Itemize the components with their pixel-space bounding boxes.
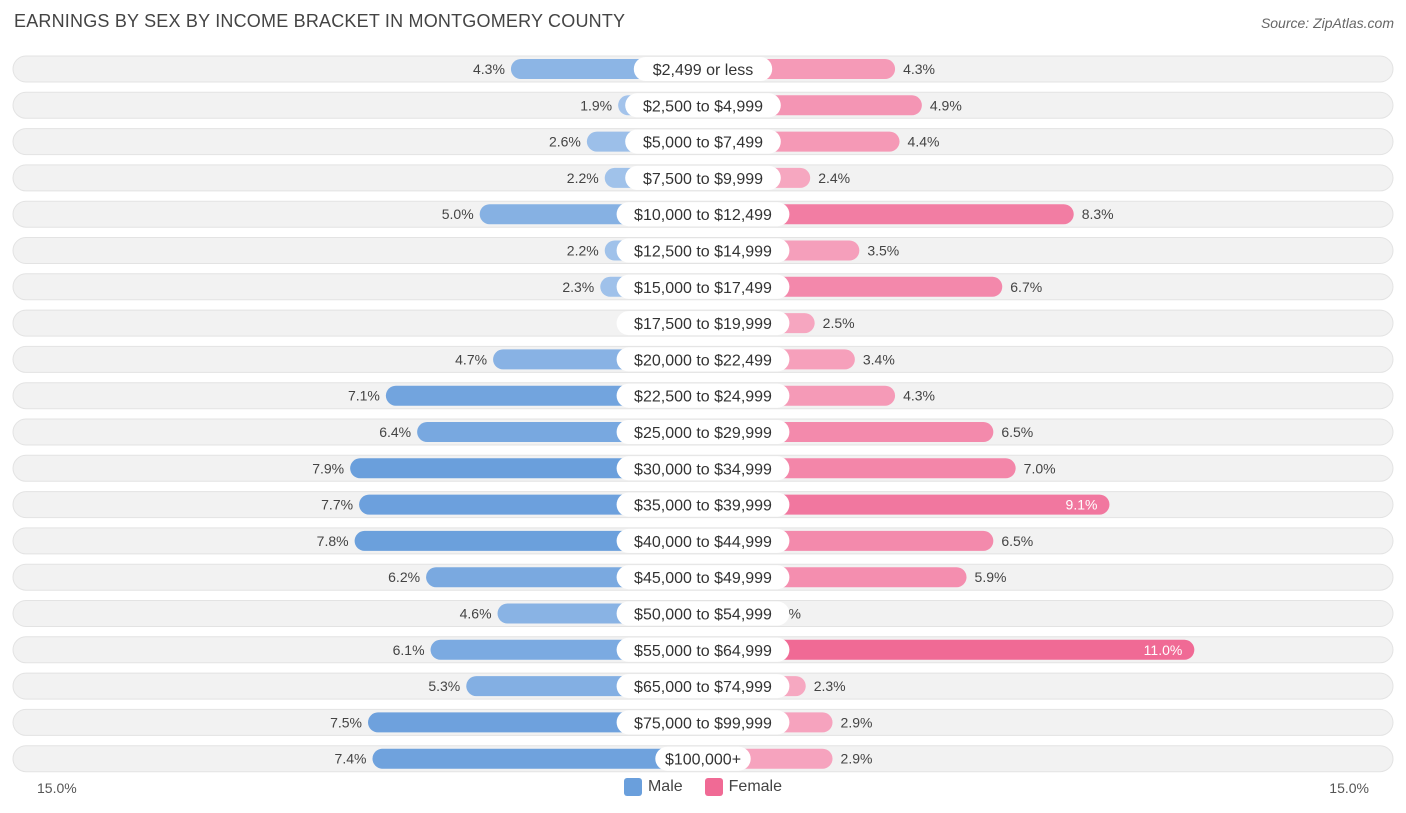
category-label-box xyxy=(633,57,773,81)
female-bar xyxy=(703,494,1110,515)
source-credit: Source: ZipAtlas.com xyxy=(1261,15,1394,31)
female-value-label: 5.9% xyxy=(975,569,1007,585)
male-bar xyxy=(350,458,703,479)
category-label-box xyxy=(616,238,790,263)
male-bar xyxy=(372,748,703,769)
female-value-label: 6.5% xyxy=(1001,533,1033,549)
chart-title: EARNINGS BY SEX BY INCOME BRACKET IN MON… xyxy=(14,11,626,31)
male-value-label: 6.2% xyxy=(388,569,420,585)
category-label: $30,000 to $34,999 xyxy=(634,461,772,478)
category-label-box xyxy=(616,274,790,299)
category-label-box xyxy=(616,311,790,336)
female-value-label: 3.5% xyxy=(867,243,899,259)
female-bar xyxy=(703,204,1074,225)
female-value-label: 2.5% xyxy=(823,315,855,331)
category-label-box xyxy=(616,601,790,626)
category-label: $75,000 to $99,999 xyxy=(634,715,772,732)
female-value-label: 4.3% xyxy=(903,61,935,77)
male-value-label: 4.6% xyxy=(460,606,492,622)
female-swatch xyxy=(704,778,723,796)
category-label: $15,000 to $17,499 xyxy=(634,280,772,297)
male-value-label: 7.9% xyxy=(312,460,344,476)
axis-left-label: 15.0% xyxy=(37,780,77,796)
male-value-label: 6.1% xyxy=(393,642,425,658)
male-value-label: 2.2% xyxy=(567,243,599,259)
male-value-label: 1.9% xyxy=(580,97,612,113)
category-label: $45,000 to $49,999 xyxy=(634,570,772,587)
female-value-label: 2.4% xyxy=(818,170,850,186)
category-label-box xyxy=(625,129,781,154)
category-label: $40,000 to $44,999 xyxy=(634,534,772,551)
category-label: $17,500 to $19,999 xyxy=(634,316,772,333)
category-label: $7,500 to $9,999 xyxy=(643,171,763,188)
category-label-box xyxy=(616,674,790,699)
male-value-label: 6.4% xyxy=(379,424,411,440)
female-value-label: 6.7% xyxy=(1010,279,1042,295)
category-label-box xyxy=(616,347,790,372)
category-label-box xyxy=(616,202,790,227)
source-name: ZipAtlas.com xyxy=(1313,15,1394,31)
category-label-box xyxy=(616,710,790,735)
male-value-label: 4.7% xyxy=(455,351,487,367)
category-label: $12,500 to $14,999 xyxy=(634,244,772,261)
female-bar xyxy=(703,639,1195,660)
male-value-label: 7.1% xyxy=(348,388,380,404)
category-label: $25,000 to $29,999 xyxy=(634,425,772,442)
male-bar xyxy=(359,494,703,515)
female-value-label: 4.9% xyxy=(930,97,962,113)
female-value-label: 3.4% xyxy=(863,351,895,367)
male-value-label: 7.5% xyxy=(330,714,362,730)
legend-female-label: Female xyxy=(728,778,783,795)
female-value-label: 4.3% xyxy=(903,388,935,404)
category-label: $5,000 to $7,499 xyxy=(643,135,763,152)
female-value-label: 8.3% xyxy=(1082,206,1114,222)
female-value-label: 2.9% xyxy=(841,751,873,767)
male-value-label: 2.2% xyxy=(567,170,599,186)
female-value-label: 7.0% xyxy=(1024,460,1056,476)
male-bar xyxy=(354,530,703,551)
category-label: $35,000 to $39,999 xyxy=(634,498,772,515)
legend-male-label: Male xyxy=(647,778,683,795)
male-value-label: 4.3% xyxy=(473,61,505,77)
category-label-box xyxy=(616,528,790,553)
male-value-label: 2.6% xyxy=(549,134,581,150)
category-label: $10,000 to $12,499 xyxy=(634,207,772,224)
legend-item-female[interactable]: Female xyxy=(704,778,783,796)
category-label-box xyxy=(655,746,751,771)
female-value-label: 4.4% xyxy=(908,134,940,150)
male-value-label: 7.8% xyxy=(317,533,349,549)
category-label-box xyxy=(625,93,781,118)
category-label: $22,500 to $24,999 xyxy=(634,389,772,406)
axis-right-label: 15.0% xyxy=(1329,780,1369,796)
legend: Male Female xyxy=(0,778,1406,796)
category-label: $65,000 to $74,999 xyxy=(634,679,772,696)
category-label-box xyxy=(616,383,790,408)
female-value-label: 6.5% xyxy=(1001,424,1033,440)
category-label: $2,500 to $4,999 xyxy=(643,98,763,115)
male-value-label: 7.4% xyxy=(335,751,367,767)
male-value-label: 5.0% xyxy=(442,206,474,222)
category-label: $55,000 to $64,999 xyxy=(634,643,772,660)
male-swatch xyxy=(623,778,642,796)
source-prefix: Source: xyxy=(1260,15,1314,31)
category-label-box xyxy=(616,456,790,481)
category-label-box xyxy=(616,565,790,590)
female-value-label: 9.1% xyxy=(1066,497,1098,513)
female-value-label: 11.0% xyxy=(1144,642,1183,658)
category-label-box xyxy=(616,637,790,662)
female-value-label: 2.3% xyxy=(814,678,846,694)
female-value-label: 2.9% xyxy=(841,714,873,730)
male-value-label: 2.3% xyxy=(562,279,594,295)
legend-item-male[interactable]: Male xyxy=(623,778,683,796)
category-label: $2,499 or less xyxy=(653,62,754,79)
category-label: $100,000+ xyxy=(665,752,741,769)
category-label-box xyxy=(625,165,781,190)
category-label-box xyxy=(616,492,790,517)
category-label-box xyxy=(616,420,790,444)
category-label: $20,000 to $22,499 xyxy=(634,352,772,369)
category-label: $50,000 to $54,999 xyxy=(634,607,772,624)
male-value-label: 7.7% xyxy=(321,497,353,513)
male-value-label: 5.3% xyxy=(428,678,460,694)
